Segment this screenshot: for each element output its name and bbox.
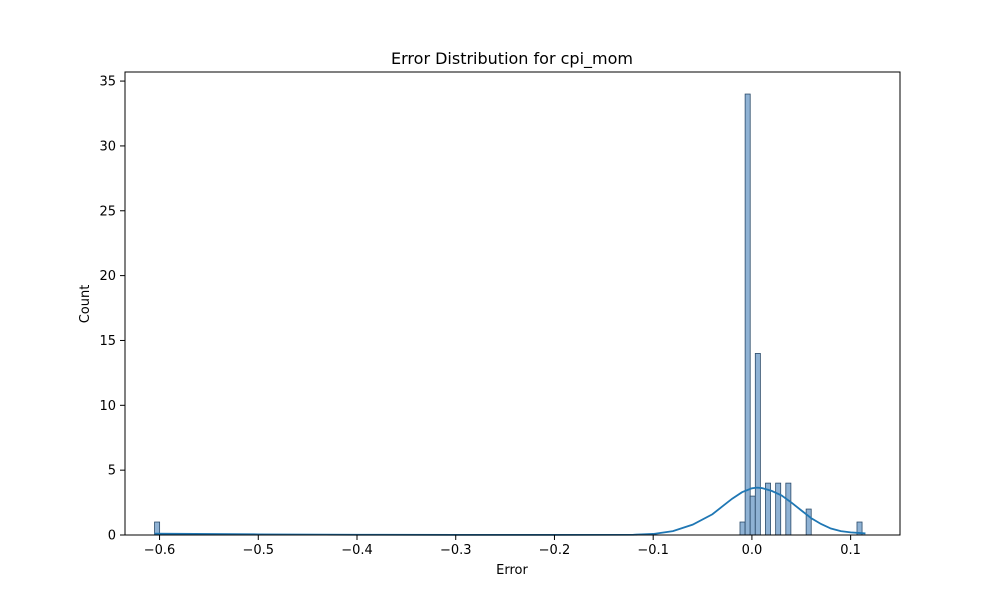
histogram-bar [805,508,812,536]
x-tick-label: −0.5 [242,543,274,558]
histogram-bar [744,93,751,536]
y-axis-label: Count [78,285,93,324]
chart-title: Error Distribution for cpi_mom [391,49,633,69]
histogram-bar [785,482,792,536]
x-tick-label: 0.1 [840,543,861,558]
x-tick-label: −0.6 [144,543,176,558]
x-tick-label: −0.1 [637,543,669,558]
x-tick-label: −0.4 [341,543,373,558]
y-tick-label: 15 [99,334,116,349]
x-tick-label: 0.0 [742,543,763,558]
y-tick-label: 5 [108,464,116,479]
y-tick-label: 0 [108,529,116,544]
x-tick-label: −0.3 [440,543,472,558]
y-tick-label: 20 [99,269,116,284]
y-tick-label: 35 [99,75,116,90]
y-tick-label: 10 [99,399,116,414]
x-axis-label: Error [496,563,528,578]
histogram-bar [749,495,756,536]
plot-area-frame [124,71,901,536]
histogram-bar [739,521,746,536]
y-tick-label: 30 [99,139,116,154]
y-tick-label: 25 [99,204,116,219]
histogram-bar [775,482,782,536]
x-tick-label: −0.2 [539,543,571,558]
histogram-bar [754,353,761,536]
y-axis-ticks: 0 5 10 15 20 25 30 35 [99,75,125,544]
x-axis-ticks: −0.6 −0.5 −0.4 −0.3 −0.2 −0.1 0.0 0.1 [144,535,861,558]
histogram-bars [154,93,863,536]
